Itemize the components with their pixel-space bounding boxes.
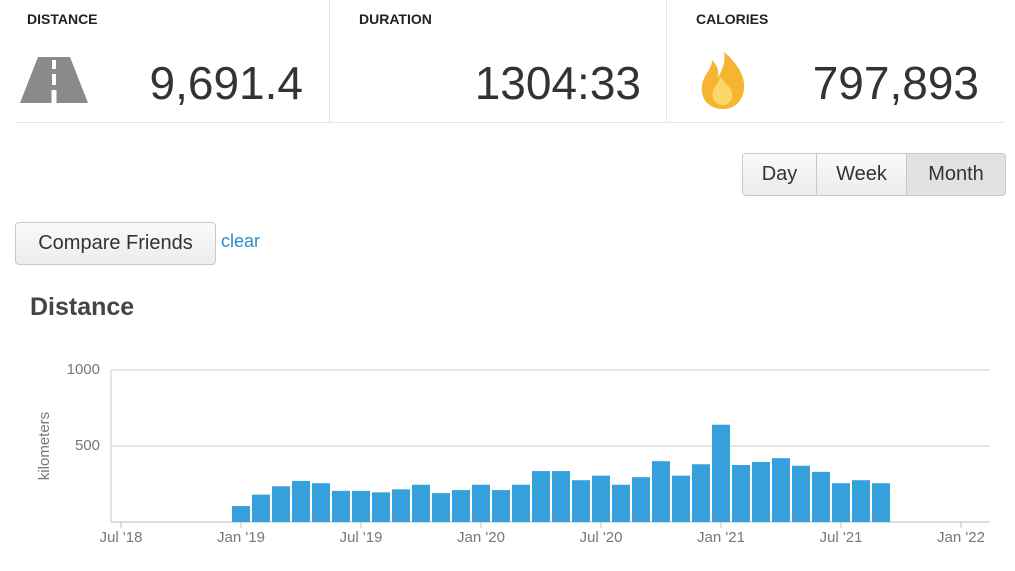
bar [432,493,450,522]
chart-title: Distance [30,293,135,321]
bar [552,471,570,522]
clear-link[interactable]: clear [221,231,261,251]
bar [532,471,550,522]
bar [332,490,350,522]
bar [352,490,370,522]
bar [252,494,270,522]
bar [412,484,430,522]
month-button[interactable]: Month [907,154,1005,195]
bar [232,506,250,522]
flame-icon [701,52,745,109]
bar [592,475,610,522]
bar [732,465,750,522]
bar [452,490,470,522]
bar [652,461,670,522]
x-tick-label: Jul '20 [580,529,623,546]
bar [472,484,490,522]
bar [372,492,390,522]
x-tick-label: Jan '21 [697,529,745,546]
stat-calories: CALORIES 797,893 [667,0,1005,122]
x-tick-label: Jul '21 [820,529,863,546]
bar [832,483,850,522]
bar [712,424,730,522]
stat-value: 797,893 [812,57,979,109]
bar [392,489,410,522]
divider [16,122,1005,123]
bar [272,486,290,522]
week-button[interactable]: Week [817,154,907,195]
bar [572,480,590,522]
chart: kilometers 500 1000 Jul '18 Jan '19 Jul '19 J… [36,361,990,546]
bar [312,483,330,522]
stat-label: CALORIES [696,11,769,27]
stat-label: DURATION [359,11,432,27]
bar [492,490,510,522]
divider [329,0,330,122]
bar [692,464,710,522]
divider [666,0,667,122]
compare-friends-button[interactable]: Compare Friends [15,222,216,265]
stat-distance: DISTANCE 9,691.4 [0,0,329,122]
y-axis-label: kilometers [36,412,53,480]
y-tick-label: 1000 [67,361,100,378]
x-tick-label: Jan '22 [937,529,985,546]
x-tick-label: Jan '19 [217,529,265,546]
bar [612,484,630,522]
x-tick-label: Jan '20 [457,529,505,546]
period-selector: Day Week Month [742,153,1006,196]
bar [852,480,870,522]
bar [772,458,790,522]
y-tick-label: 500 [75,437,100,454]
bar [752,461,770,522]
bar [292,480,310,522]
road-icon [20,57,88,103]
stat-duration: DURATION 1304:33 [330,0,666,122]
bar [672,475,690,522]
bar [872,483,890,522]
stat-value: 9,691.4 [149,57,303,109]
bar [812,471,830,522]
stat-label: DISTANCE [27,11,98,27]
day-button[interactable]: Day [743,154,817,195]
x-tick-label: Jul '19 [340,529,383,546]
x-tick-label: Jul '18 [100,529,143,546]
bar [792,465,810,522]
bar [512,484,530,522]
stat-value: 1304:33 [474,57,641,109]
bar [632,477,650,522]
